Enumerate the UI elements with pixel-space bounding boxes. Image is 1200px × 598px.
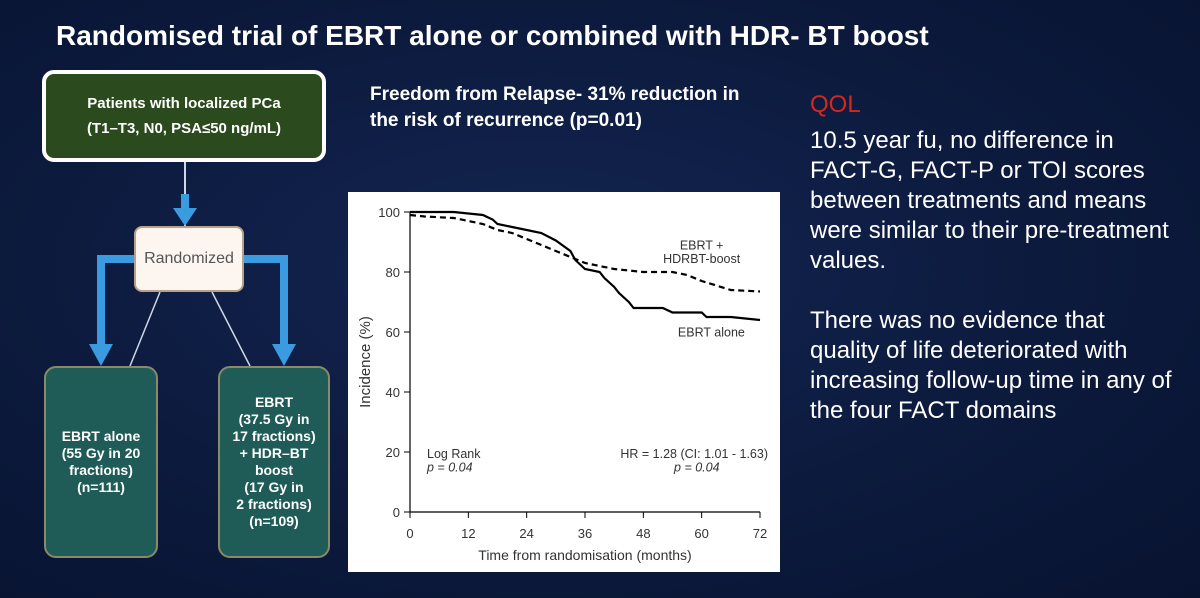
arm-ebrt-alone-line: EBRT alone [61,428,141,444]
arm-ebrt-alone-line: (n=111) [77,479,125,495]
arm-ebrt-boost-line: + HDR–BT [239,445,309,461]
arrow-right-branch [244,255,288,348]
series-line-ebrt-boost [409,213,761,293]
arm-ebrt-alone-box: EBRT alone (55 Gy in 20 fractions) (n=11… [44,366,158,558]
y-tick-label: 40 [386,385,400,400]
arm-ebrt-boost-line: (37.5 Gy in [238,411,310,427]
arm-ebrt-alone-line: (55 Gy in 20 [61,445,141,461]
y-axis-label: Incidence (%) [357,316,374,408]
boost-series-label: EBRT + [680,239,724,253]
x-tick-label: 48 [636,526,650,541]
patients-box: Patients with localized PCa (T1–T3, N0, … [42,70,326,162]
y-tick-label: 100 [378,205,400,220]
qol-body: 10.5 year fu, no difference in FACT-G, F… [810,126,1180,456]
diag-line-right [211,291,251,367]
qol-paragraph-1: 10.5 year fu, no difference in FACT-G, F… [810,127,1169,274]
arm-ebrt-boost-line: (17 Gy in [244,479,304,495]
x-tick-label: 36 [578,526,592,541]
y-tick-label: 60 [386,325,400,340]
logrank-p-label: p = 0.04 [426,461,473,475]
logrank-label: Log Rank [427,447,481,461]
arm-ebrt-alone-line: fractions) [69,462,133,478]
patients-line1: Patients with localized PCa [87,95,281,112]
x-tick-label: 24 [519,526,533,541]
x-tick-label: 12 [461,526,475,541]
patients-line2: (T1–T3, N0, PSA≤50 ng/mL) [86,120,282,137]
km-chart-panel: 0 20 40 60 80 100 0 12 24 36 48 60 72 Time from rando… [348,192,780,572]
arm-ebrt-boost-line: (n=109) [249,513,299,529]
hr-p-label: p = 0.04 [673,461,720,475]
alone-series-label: EBRT alone [678,326,745,340]
km-chart: 0 20 40 60 80 100 0 12 24 36 48 60 72 Time from rando… [357,205,768,563]
slide-title: Randomised trial of EBRT alone or combin… [56,20,929,51]
x-tick-label: 0 [406,526,413,541]
x-tick-label: 72 [753,526,767,541]
arrow-to-randomized-head [173,208,197,226]
qol-title: QOL [810,91,861,118]
arm-ebrt-boost-line: 17 fractions) [232,428,316,444]
qol-paragraph-2: There was no evidence that quality of li… [810,307,1172,424]
arrow-left-head [89,344,113,366]
arm-ebrt-boost-line: 2 fractions) [236,496,312,512]
x-tick-label: 60 [694,526,708,541]
series-line-ebrt-alone [410,210,761,322]
boost-series-label: HDRBT-boost [663,252,741,266]
x-axis-label: Time from randomisation (months) [478,547,691,563]
freedom-from-relapse-text: Freedom from Relapse- 31% reduction in t… [370,84,740,131]
flowchart-arrows [89,162,296,367]
diag-line-left [129,291,161,367]
arrow-left-branch [97,255,134,348]
arm-ebrt-boost-line: boost [254,462,294,478]
y-tick-label: 80 [386,265,400,280]
y-tick-label: 20 [386,445,400,460]
hr-label: HR = 1.28 (CI: 1.01 - 1.63) [620,447,768,461]
y-tick-label: 0 [393,505,400,520]
arm-ebrt-boost-box: EBRT (37.5 Gy in 17 fractions) + HDR–BT … [218,366,330,558]
arm-ebrt-boost-line: EBRT [254,394,294,410]
randomized-box: Randomized [134,226,244,292]
arrow-right-head [272,344,296,366]
